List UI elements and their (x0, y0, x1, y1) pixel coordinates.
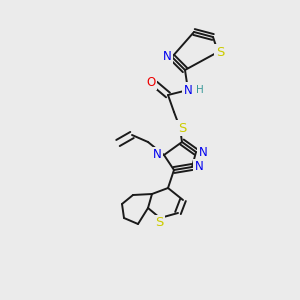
Text: N: N (199, 146, 207, 158)
Text: N: N (195, 160, 203, 173)
Text: S: S (216, 46, 224, 59)
Text: S: S (155, 217, 163, 230)
Text: N: N (153, 148, 161, 161)
Text: O: O (146, 76, 156, 88)
Text: H: H (196, 85, 204, 95)
Text: N: N (184, 83, 192, 97)
Text: S: S (178, 122, 186, 134)
Text: N: N (163, 50, 171, 64)
